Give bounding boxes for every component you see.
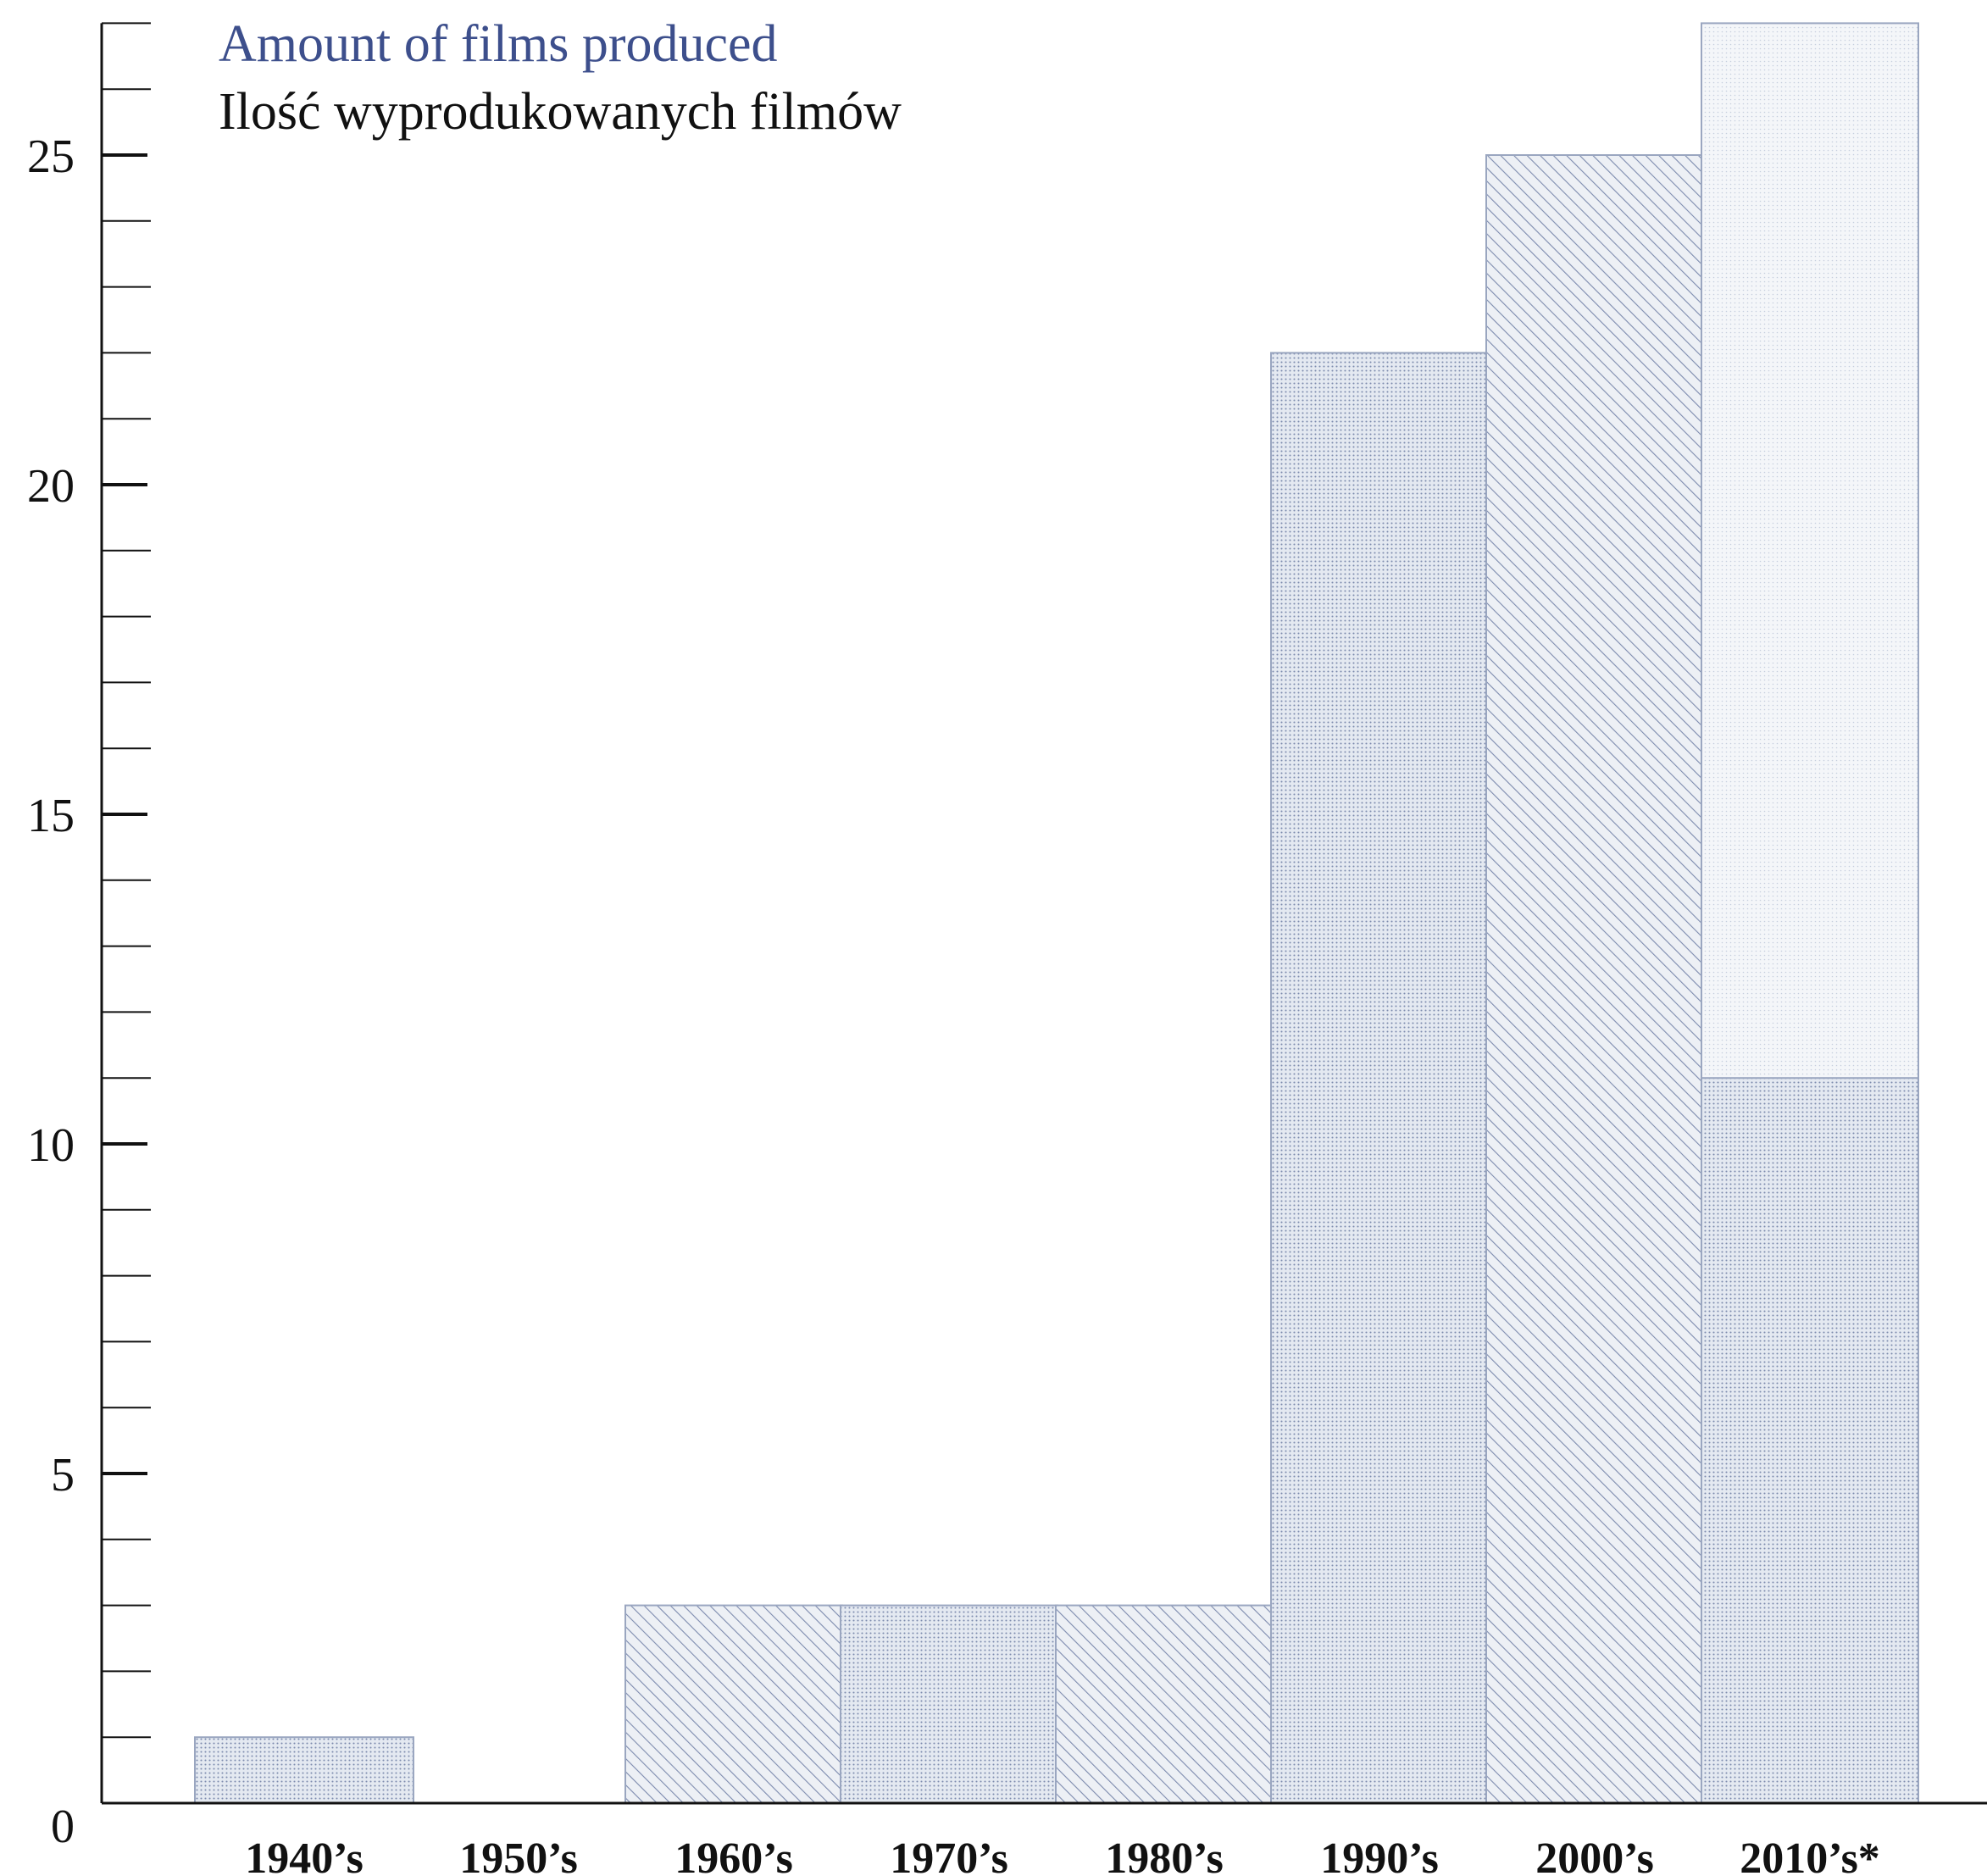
y-tick-label: 20 [27,460,75,513]
x-tick-label: 2000’s [1535,1834,1654,1876]
y-ticks-layer: 0 5 10 15 20 25 [27,22,151,1853]
y-tick-label: 0 [51,1801,75,1853]
chart-subtitle: Ilość wyprodukowanych filmów [219,83,902,141]
bar-5 [1270,352,1489,1804]
x-tick-label: 1970’s [890,1834,1008,1876]
x-tick-label: 1940’s [245,1834,364,1876]
bars-layer [194,22,1919,1805]
bar-4 [1055,1604,1274,1804]
bar-2 [624,1604,843,1804]
x-tick-label: 1980’s [1105,1834,1224,1876]
axes-layer [100,23,1987,1805]
bar-7 [1701,1077,1919,1804]
x-tick-label: 1990’s [1320,1834,1439,1876]
y-tick-label: 10 [27,1119,75,1172]
x-tick-label: 1950’s [459,1834,578,1876]
bar-6 [1485,154,1704,1804]
chart-title: Amount of films produced [219,15,778,73]
x-tick-label: 2010’s* [1740,1834,1880,1876]
bar-3 [840,1604,1058,1804]
x-tick-label: 1960’s [674,1834,793,1876]
y-tick-label: 5 [51,1449,75,1501]
y-tick-label: 25 [27,130,75,183]
x-tick-labels-layer: 1940’s 1950’s 1960’s 1970’s 1980’s 1990’s 2000… [245,1834,1880,1876]
y-tick-label: 15 [27,790,75,842]
bar-0 [194,1736,414,1804]
